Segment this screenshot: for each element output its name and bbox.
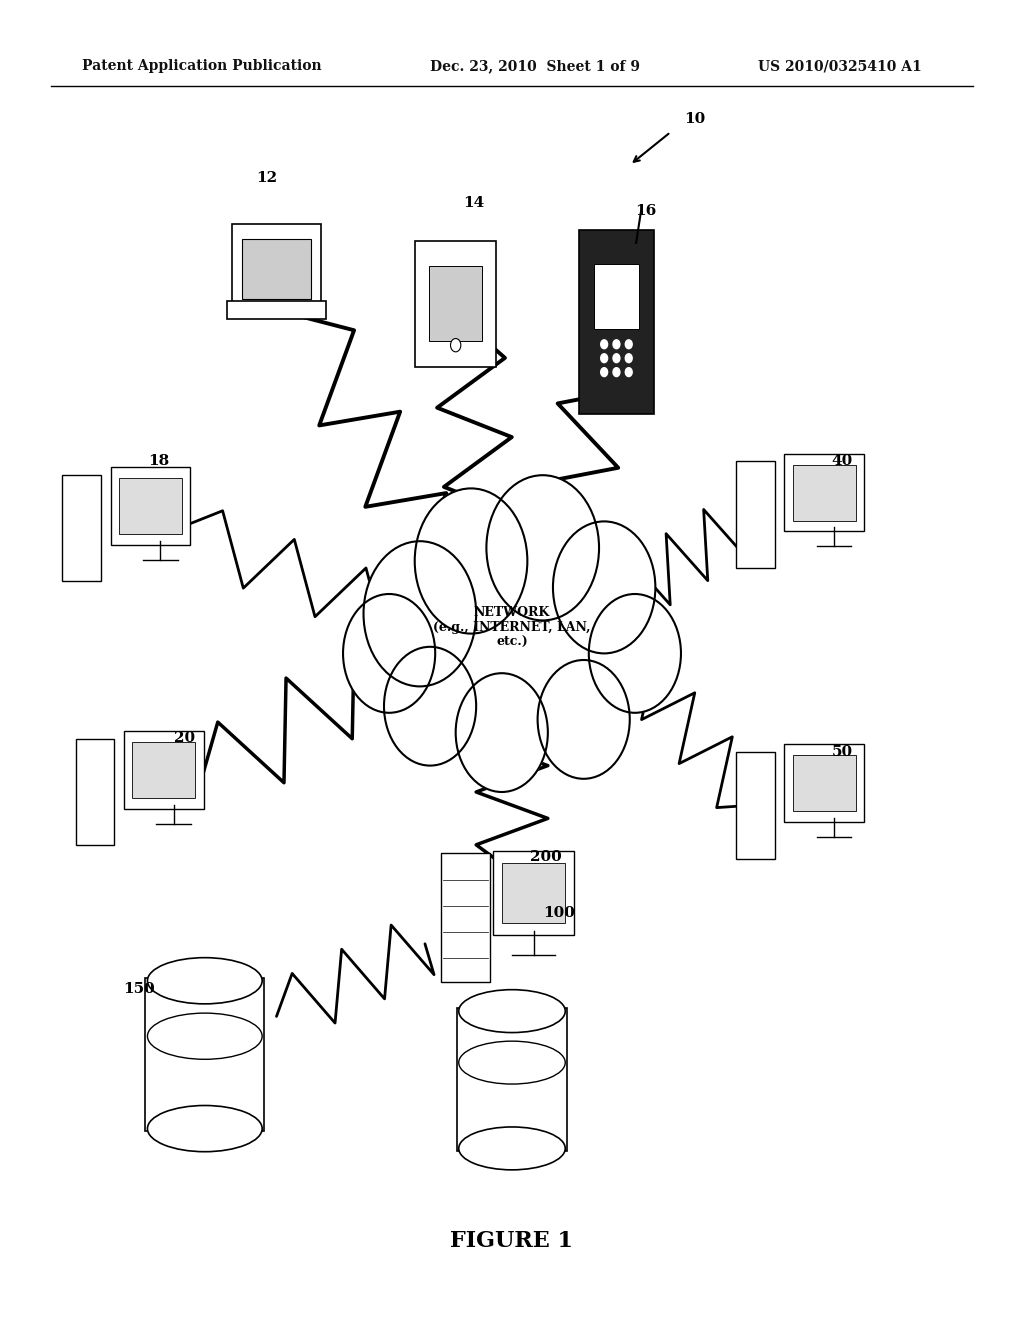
Text: NETWORK
(e.g., INTERNET, LAN,
etc.): NETWORK (e.g., INTERNET, LAN, etc.) (433, 606, 591, 648)
Text: 16: 16 (635, 205, 656, 218)
Text: FIGURE 1: FIGURE 1 (451, 1230, 573, 1251)
Circle shape (626, 339, 632, 348)
Circle shape (553, 521, 655, 653)
FancyBboxPatch shape (736, 462, 775, 568)
Text: 50: 50 (831, 746, 853, 759)
FancyBboxPatch shape (441, 853, 490, 982)
Circle shape (486, 475, 599, 620)
Circle shape (343, 594, 435, 713)
Circle shape (601, 339, 607, 348)
Text: US 2010/0325410 A1: US 2010/0325410 A1 (758, 59, 922, 74)
FancyBboxPatch shape (119, 478, 182, 533)
Text: Dec. 23, 2010  Sheet 1 of 9: Dec. 23, 2010 Sheet 1 of 9 (430, 59, 640, 74)
Circle shape (384, 647, 476, 766)
Circle shape (626, 368, 632, 376)
FancyBboxPatch shape (145, 978, 264, 1131)
Circle shape (451, 338, 461, 352)
FancyBboxPatch shape (494, 851, 574, 935)
Circle shape (364, 541, 476, 686)
FancyBboxPatch shape (124, 731, 204, 809)
Circle shape (456, 673, 548, 792)
Circle shape (601, 354, 607, 363)
Circle shape (613, 354, 620, 363)
Ellipse shape (147, 1014, 262, 1059)
Circle shape (589, 594, 681, 713)
Ellipse shape (459, 1127, 565, 1170)
Circle shape (613, 339, 620, 348)
Text: 150: 150 (123, 982, 155, 995)
FancyBboxPatch shape (580, 230, 653, 414)
Circle shape (415, 488, 527, 634)
FancyBboxPatch shape (793, 755, 856, 810)
FancyBboxPatch shape (226, 301, 327, 319)
Ellipse shape (147, 1106, 262, 1151)
FancyBboxPatch shape (736, 752, 775, 858)
FancyBboxPatch shape (429, 267, 482, 341)
FancyBboxPatch shape (457, 1008, 567, 1151)
Text: 200: 200 (530, 850, 562, 863)
Text: 40: 40 (831, 454, 853, 467)
Circle shape (538, 660, 630, 779)
Text: 10: 10 (684, 112, 706, 125)
FancyBboxPatch shape (132, 742, 196, 797)
Ellipse shape (459, 1041, 565, 1084)
Text: 12: 12 (256, 172, 278, 185)
Text: 100: 100 (543, 907, 574, 920)
Text: 20: 20 (174, 731, 196, 744)
Circle shape (601, 368, 607, 376)
Ellipse shape (459, 990, 565, 1032)
FancyBboxPatch shape (62, 475, 101, 581)
FancyBboxPatch shape (231, 224, 322, 310)
Text: 14: 14 (463, 197, 484, 210)
Text: Patent Application Publication: Patent Application Publication (82, 59, 322, 74)
Text: 18: 18 (148, 454, 170, 467)
FancyBboxPatch shape (784, 454, 864, 532)
FancyBboxPatch shape (503, 863, 565, 923)
FancyBboxPatch shape (784, 744, 864, 822)
FancyBboxPatch shape (793, 465, 856, 520)
FancyBboxPatch shape (76, 739, 115, 845)
FancyBboxPatch shape (416, 240, 496, 367)
FancyBboxPatch shape (111, 467, 190, 545)
FancyBboxPatch shape (594, 264, 639, 329)
FancyBboxPatch shape (242, 239, 311, 300)
Circle shape (613, 368, 620, 376)
Circle shape (626, 354, 632, 363)
Ellipse shape (147, 958, 262, 1003)
